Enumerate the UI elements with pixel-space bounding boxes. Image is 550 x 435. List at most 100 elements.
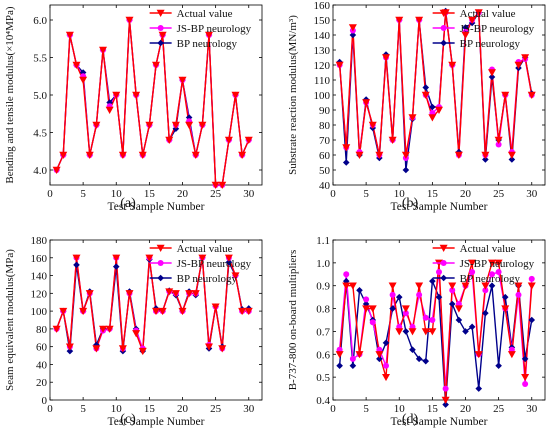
- marker-p1-s0-7: [99, 46, 107, 54]
- y-tick-label: 90: [319, 105, 331, 117]
- marker-p1-s0-26: [224, 136, 233, 144]
- y-tick-label: 140: [31, 271, 48, 283]
- legend-entry: Actual value: [177, 8, 233, 20]
- chart-panel-1: 0 5 10 15 20 25 30 4.0 4.5 5.0 5.5 6.0 Test Sample N…: [4, 4, 263, 213]
- marker-p2-s0-14: [428, 114, 437, 122]
- marker-p3-s0-16: [158, 307, 167, 316]
- marker-p4-s1-20: [469, 269, 476, 275]
- marker-p3-s0-26: [224, 254, 233, 262]
- marker-p3-s1-legend: [157, 260, 164, 266]
- marker-p1-s0-23: [205, 31, 213, 39]
- marker-p4-s2-legend: [440, 274, 447, 282]
- marker-p2-s0-2: [348, 24, 357, 32]
- marker-p3-s0-5: [85, 290, 94, 298]
- marker-p1-s0-25: [218, 181, 227, 189]
- y-tick-label: 40: [36, 359, 48, 371]
- marker-p4-s2-29: [528, 316, 536, 324]
- legend-entry: JS-BP neurology: [460, 23, 535, 35]
- marker-p3-s0-11: [125, 290, 134, 298]
- marker-p4-s1-28: [522, 381, 529, 387]
- marker-p4-s2-20: [468, 323, 476, 331]
- y-tick-label: 60: [319, 150, 331, 162]
- marker-p4-s0-16: [441, 396, 450, 404]
- marker-p2-s0-26: [507, 151, 516, 159]
- marker-p3-s0-8: [105, 325, 114, 333]
- y-tick-label: 130: [314, 45, 331, 57]
- marker-p1-s0-16: [158, 31, 167, 39]
- y-tick-label: 0.6: [316, 349, 330, 361]
- marker-p3-s0-3: [72, 254, 81, 262]
- x-tick-label: 0: [47, 188, 53, 200]
- marker-p1-s0-8: [105, 106, 114, 114]
- marker-p1-s0-3: [72, 61, 81, 69]
- marker-p4-s1-legend: [440, 260, 447, 266]
- marker-p1-s0-29: [244, 136, 253, 144]
- legend-entry: BP neurology: [460, 273, 521, 285]
- panel-label: (b): [402, 196, 419, 211]
- y-tick-label: 100: [314, 90, 331, 102]
- marker-p2-s0-4: [362, 99, 371, 107]
- y-tick-label: 160: [31, 253, 48, 265]
- marker-p4-s1-23: [489, 271, 495, 278]
- x-axis-label: Test Sample Number: [391, 201, 488, 213]
- y-axis-label: B-737-800 on-board multipliers: [287, 250, 299, 391]
- x-tick-label: 20: [177, 403, 189, 415]
- marker-p3-s2-3: [73, 261, 80, 269]
- marker-p2-s0-legend: [439, 9, 448, 17]
- legend-entry: BP neurology: [177, 38, 238, 50]
- marker-p3-s0-17: [165, 288, 174, 296]
- y-tick-label: 4.5: [33, 128, 47, 140]
- marker-p2-s0-10: [401, 151, 410, 159]
- marker-p4-s0-28: [521, 373, 530, 382]
- marker-p1-s0-legend: [156, 9, 165, 17]
- marker-p4-s0-8: [388, 282, 397, 290]
- marker-p4-s1-16: [442, 385, 449, 392]
- x-tick-label: 5: [80, 403, 86, 415]
- y-tick-label: 6.0: [33, 15, 47, 27]
- marker-p1-s0-2: [65, 31, 74, 39]
- marker-p2-s2-19: [462, 24, 469, 31]
- marker-p4-s1-29: [528, 275, 535, 282]
- marker-p2-s2-2: [349, 31, 357, 39]
- marker-p3-s0-14: [145, 254, 154, 262]
- marker-p4-s0-22: [481, 282, 490, 290]
- marker-p4-s2-3: [356, 286, 363, 294]
- x-tick-label: 25: [210, 188, 222, 200]
- y-tick-label: 0.8: [316, 304, 330, 316]
- x-tick-label: 15: [144, 403, 156, 415]
- marker-p2-s0-12: [415, 16, 424, 24]
- x-axis-label: Test Sample Number: [391, 416, 488, 428]
- panel-label: (d): [402, 412, 419, 427]
- marker-p4-s2-10: [402, 328, 410, 335]
- y-tick-label: 150: [314, 15, 331, 27]
- marker-p4-s0-7: [382, 373, 390, 382]
- marker-p4-s1-27: [515, 291, 522, 298]
- marker-p4-s1-10: [402, 310, 409, 317]
- marker-p2-s0-7: [382, 54, 390, 62]
- marker-p3-s0-13: [138, 347, 147, 356]
- marker-p1-s0-15: [152, 61, 160, 69]
- marker-p4-s2-18: [455, 316, 463, 324]
- y-tick-label: 180: [31, 235, 48, 247]
- y-tick-label: 110: [314, 75, 331, 87]
- x-tick-label: 0: [47, 403, 53, 415]
- marker-p1-s0-9: [112, 91, 121, 99]
- marker-p4-s0-0: [335, 351, 344, 359]
- marker-p1-s0-20: [185, 121, 194, 129]
- y-tick-label: 100: [31, 306, 48, 318]
- legend-entry: Actual value: [460, 8, 516, 20]
- marker-p4-s0-26: [507, 351, 516, 359]
- legend-entry: BP neurology: [460, 38, 521, 50]
- marker-p4-s2-13: [422, 357, 430, 365]
- marker-p2-s2-legend: [440, 39, 447, 47]
- marker-p3-s0-18: [171, 290, 180, 298]
- marker-p1-s0-22: [198, 121, 207, 129]
- marker-p2-s0-5: [368, 121, 377, 129]
- marker-p3-s0-10: [118, 345, 127, 353]
- marker-p4-s2-23: [488, 282, 496, 290]
- marker-p4-s2-6: [376, 355, 383, 363]
- marker-p4-s1-2: [349, 355, 356, 362]
- marker-p3-s0-4: [79, 307, 88, 316]
- y-tick-label: 0.7: [316, 326, 330, 338]
- marker-p3-s0-12: [132, 330, 141, 338]
